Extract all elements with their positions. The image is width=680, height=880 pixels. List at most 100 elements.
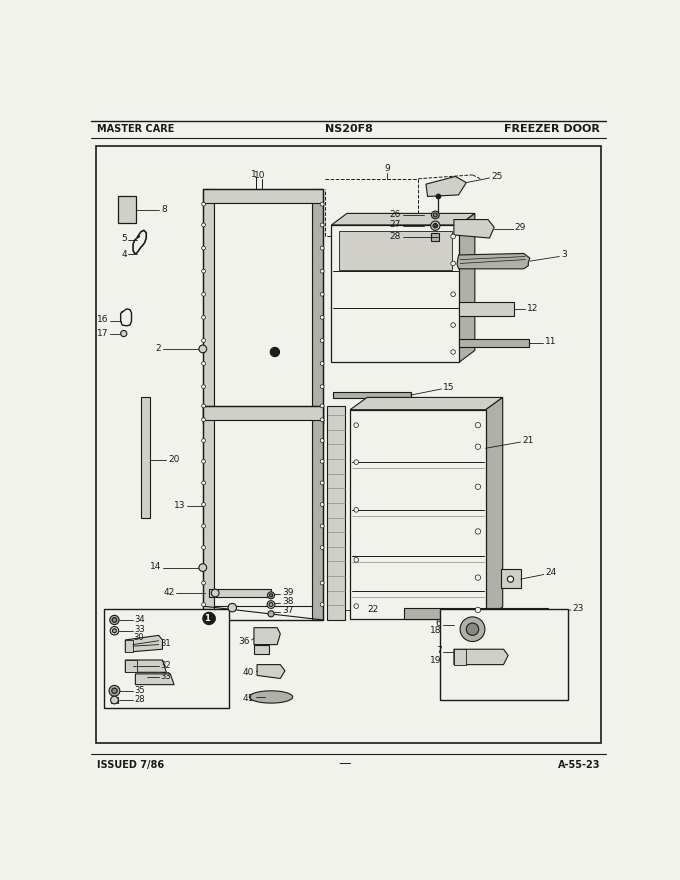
Polygon shape: [250, 691, 292, 703]
Polygon shape: [331, 213, 475, 225]
Circle shape: [475, 422, 481, 428]
Text: 38: 38: [282, 597, 293, 606]
Text: 6: 6: [436, 619, 441, 627]
Circle shape: [109, 686, 120, 696]
Circle shape: [475, 575, 481, 580]
Circle shape: [320, 524, 324, 528]
Text: 34: 34: [135, 615, 146, 624]
Circle shape: [433, 224, 438, 228]
Circle shape: [112, 629, 116, 633]
Text: 17: 17: [97, 329, 108, 338]
Bar: [125, 660, 137, 672]
Polygon shape: [312, 406, 323, 620]
Polygon shape: [486, 607, 547, 620]
Circle shape: [268, 611, 274, 617]
Text: 40: 40: [243, 668, 254, 677]
Circle shape: [320, 603, 324, 606]
Polygon shape: [454, 219, 494, 238]
Text: 22: 22: [367, 605, 378, 614]
Text: 26: 26: [390, 209, 401, 218]
Polygon shape: [203, 410, 323, 423]
Bar: [96, 145, 601, 743]
Bar: [350, 410, 486, 620]
Polygon shape: [254, 627, 280, 644]
Text: 10: 10: [254, 172, 266, 180]
Bar: [203, 406, 323, 620]
Polygon shape: [125, 635, 163, 652]
Text: 19: 19: [430, 656, 441, 664]
Bar: [327, 406, 345, 620]
Circle shape: [320, 339, 324, 342]
Circle shape: [202, 385, 205, 389]
Circle shape: [110, 627, 119, 635]
Circle shape: [202, 438, 205, 443]
Text: 23: 23: [573, 604, 584, 612]
Bar: [339, 231, 452, 269]
Text: 37: 37: [282, 606, 293, 615]
Bar: [203, 188, 323, 423]
Polygon shape: [203, 406, 323, 420]
Bar: [141, 397, 150, 518]
Polygon shape: [459, 302, 513, 316]
Circle shape: [320, 202, 324, 206]
Text: 33: 33: [135, 626, 146, 634]
Circle shape: [475, 529, 481, 534]
Circle shape: [451, 292, 456, 297]
Circle shape: [199, 345, 207, 353]
Bar: [103, 609, 229, 708]
Circle shape: [202, 339, 205, 342]
Circle shape: [202, 546, 205, 549]
Circle shape: [460, 617, 485, 642]
Text: 15: 15: [443, 383, 454, 392]
Circle shape: [320, 581, 324, 585]
Circle shape: [202, 524, 205, 528]
Polygon shape: [501, 569, 521, 589]
Text: 36: 36: [239, 637, 250, 646]
Text: 21: 21: [522, 436, 534, 445]
Bar: [214, 202, 312, 410]
Circle shape: [320, 385, 324, 389]
Polygon shape: [459, 213, 475, 362]
Circle shape: [111, 696, 118, 704]
Bar: [111, 697, 118, 703]
Polygon shape: [125, 660, 167, 672]
Circle shape: [202, 581, 205, 585]
Circle shape: [202, 481, 205, 485]
Text: 35: 35: [135, 686, 146, 694]
Text: 41: 41: [243, 694, 254, 703]
Text: 13: 13: [174, 501, 186, 510]
Circle shape: [436, 194, 441, 199]
Polygon shape: [350, 398, 503, 410]
Text: 9: 9: [384, 165, 390, 173]
Circle shape: [202, 246, 205, 250]
Bar: [440, 609, 568, 700]
Bar: [331, 225, 459, 362]
Circle shape: [211, 590, 219, 597]
Text: FREEZER DOOR: FREEZER DOOR: [505, 124, 600, 134]
Polygon shape: [257, 664, 285, 678]
Text: ISSUED 7/86: ISSUED 7/86: [97, 759, 164, 770]
Circle shape: [202, 362, 205, 365]
Text: 30: 30: [133, 634, 143, 642]
Circle shape: [120, 330, 127, 337]
Circle shape: [202, 502, 205, 506]
Circle shape: [202, 603, 205, 606]
Text: MASTER CARE: MASTER CARE: [97, 124, 174, 134]
Circle shape: [434, 224, 437, 227]
Circle shape: [202, 292, 205, 297]
Text: 43: 43: [205, 615, 217, 625]
Text: 11: 11: [545, 338, 556, 347]
Circle shape: [320, 481, 324, 485]
Circle shape: [354, 604, 358, 608]
Text: 5: 5: [121, 234, 127, 243]
Text: 25: 25: [491, 172, 503, 181]
Text: 28: 28: [135, 695, 146, 704]
Text: 31: 31: [160, 640, 171, 649]
Polygon shape: [254, 644, 269, 654]
Circle shape: [202, 404, 205, 407]
Polygon shape: [203, 188, 323, 202]
Text: 2: 2: [155, 344, 161, 353]
Circle shape: [267, 601, 275, 608]
Polygon shape: [312, 188, 323, 423]
Circle shape: [320, 418, 324, 422]
